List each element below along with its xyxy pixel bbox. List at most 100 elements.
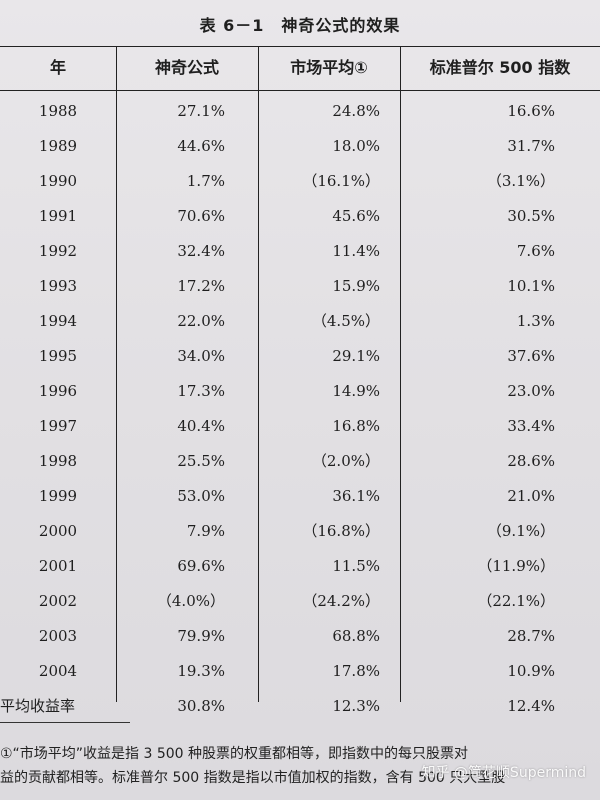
cell-magic-formula: 7.9% (186, 522, 225, 540)
cell-sp500: 7.6% (516, 242, 555, 260)
cell-magic-formula: 40.4% (177, 417, 225, 435)
table-top-rule (0, 46, 600, 47)
cell-market-average: 24.8% (332, 102, 380, 120)
cell-magic-formula: 17.3% (177, 382, 225, 400)
cell-year: 1994 (38, 312, 78, 330)
cell-sp500: 28.6% (507, 452, 555, 470)
cell-market-average: 36.1% (332, 487, 380, 505)
table-row: 1989 44.6% 18.0% 31.7% (0, 129, 600, 164)
cell-year: 1995 (38, 347, 78, 365)
cell-magic-formula: 34.0% (177, 347, 225, 365)
table-row: 1998 25.5% （2.0%） 28.6% (0, 444, 600, 479)
table-row: 2000 7.9% （16.8%） （9.1%） (0, 514, 600, 549)
cell-sp500: （9.1%） (486, 522, 555, 540)
cell-magic-formula: 22.0% (177, 312, 225, 330)
cell-year: 1991 (38, 207, 78, 225)
table-row: 1991 70.6% 45.6% 30.5% (0, 199, 600, 234)
cell-magic-formula: 17.2% (177, 277, 225, 295)
cell-year: 1996 (38, 382, 78, 400)
cell-market-average: （16.8%） (302, 522, 380, 540)
cell-magic-formula: 25.5% (177, 452, 225, 470)
cell-magic-formula: 32.4% (177, 242, 225, 260)
cell-magic-formula: 1.7% (186, 172, 225, 190)
table-row: 1994 22.0% （4.5%） 1.3% (0, 304, 600, 339)
cell-year: 2004 (38, 662, 78, 680)
cell-year: 2003 (38, 627, 78, 645)
footnote-rule (0, 722, 130, 723)
cell-year: 1990 (38, 172, 78, 190)
table-row: 2002 （4.0%） （24.2%） （22.1%） (0, 584, 600, 619)
cell-market-average: （2.0%） (311, 452, 380, 470)
cell-sp500: 12.4% (507, 697, 555, 715)
table-row: 2001 69.6% 11.5% （11.9%） (0, 549, 600, 584)
cell-market-average: 18.0% (332, 137, 380, 155)
cell-sp500: 37.6% (507, 347, 555, 365)
cell-sp500: 16.6% (507, 102, 555, 120)
table-row: 平均收益率 30.8% 12.3% 12.4% (0, 689, 600, 724)
table-row: 1988 27.1% 24.8% 16.6% (0, 94, 600, 129)
cell-market-average: 14.9% (332, 382, 380, 400)
cell-market-average: （24.2%） (302, 592, 380, 610)
col-divider-2 (258, 46, 259, 702)
cell-magic-formula: 53.0% (177, 487, 225, 505)
cell-year: 平均收益率 (0, 697, 76, 715)
cell-year: 1998 (38, 452, 78, 470)
cell-magic-formula: 27.1% (177, 102, 225, 120)
cell-year: 2000 (38, 522, 78, 540)
cell-market-average: 11.5% (332, 557, 380, 575)
cell-year: 1997 (38, 417, 78, 435)
table-row: 1990 1.7% （16.1%） （3.1%） (0, 164, 600, 199)
cell-market-average: 12.3% (332, 697, 380, 715)
cell-year: 1993 (38, 277, 78, 295)
table-row: 1999 53.0% 36.1% 21.0% (0, 479, 600, 514)
cell-year: 1992 (38, 242, 78, 260)
header-market-average: 市场平均① (290, 58, 368, 77)
cell-sp500: 1.3% (516, 312, 555, 330)
cell-sp500: 28.7% (507, 627, 555, 645)
table-row: 2004 19.3% 17.8% 10.9% (0, 654, 600, 689)
cell-market-average: 68.8% (332, 627, 380, 645)
cell-year: 1999 (38, 487, 78, 505)
cell-magic-formula: （4.0%） (156, 592, 225, 610)
cell-sp500: （3.1%） (486, 172, 555, 190)
footnote-line-2: 益的贡献都相等。标准普尔 500 指数是指以市值加权的指数，含有 500 只大型… (0, 770, 506, 786)
header-bottom-rule (0, 90, 600, 91)
cell-sp500: 10.1% (507, 277, 555, 295)
footnote-line-1: ①“市场平均”收益是指 3 500 种股票的权重都相等，即指数中的每只股票对 (0, 746, 469, 762)
cell-magic-formula: 44.6% (177, 137, 225, 155)
cell-sp500: 21.0% (507, 487, 555, 505)
table-row: 1995 34.0% 29.1% 37.6% (0, 339, 600, 374)
cell-market-average: （4.5%） (311, 312, 380, 330)
cell-market-average: 16.8% (332, 417, 380, 435)
header-year: 年 (49, 58, 66, 77)
cell-market-average: 11.4% (332, 242, 380, 260)
cell-sp500: 31.7% (507, 137, 555, 155)
cell-magic-formula: 79.9% (177, 627, 225, 645)
header-magic-formula: 神奇公式 (154, 58, 219, 77)
col-divider-3 (400, 46, 401, 702)
table-row: 2003 79.9% 68.8% 28.7% (0, 619, 600, 654)
cell-year: 1988 (38, 102, 78, 120)
watermark: 知乎 @简花顺Supermind (421, 765, 586, 781)
footnote: ①“市场平均”收益是指 3 500 种股票的权重都相等，即指数中的每只股票对 益… (0, 742, 600, 790)
cell-sp500: 30.5% (507, 207, 555, 225)
cell-sp500: 33.4% (507, 417, 555, 435)
table-title: 表 6－1 神奇公式的效果 (199, 16, 401, 35)
cell-magic-formula: 69.6% (177, 557, 225, 575)
header-sp500: 标准普尔 500 指数 (429, 58, 571, 77)
cell-market-average: 17.8% (332, 662, 380, 680)
cell-magic-formula: 70.6% (177, 207, 225, 225)
table-row: 1996 17.3% 14.9% 23.0% (0, 374, 600, 409)
cell-market-average: （16.1%） (302, 172, 380, 190)
cell-year: 2002 (38, 592, 78, 610)
cell-year: 2001 (38, 557, 78, 575)
cell-sp500: 10.9% (507, 662, 555, 680)
cell-sp500: 23.0% (507, 382, 555, 400)
col-divider-1 (116, 46, 117, 702)
cell-market-average: 45.6% (332, 207, 380, 225)
cell-sp500: （11.9%） (477, 557, 555, 575)
cell-market-average: 15.9% (332, 277, 380, 295)
cell-year: 1989 (38, 137, 78, 155)
cell-market-average: 29.1% (332, 347, 380, 365)
cell-magic-formula: 30.8% (177, 697, 225, 715)
